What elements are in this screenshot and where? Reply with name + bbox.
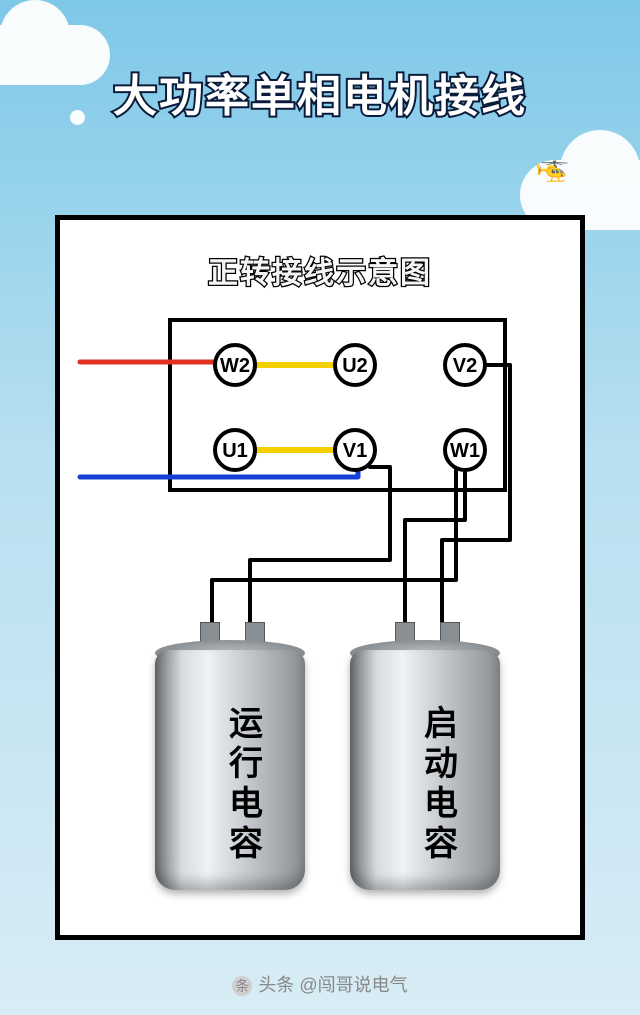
source-attribution: 条头条 @闯哥说电气 (0, 971, 640, 997)
diagram-panel: 正转接线示意图 W2U2V2U1V1W1 运行电容启动电容 (55, 215, 585, 940)
wire-V2-to-startcap-a (442, 365, 510, 632)
terminal-label-V2: V2 (453, 355, 477, 377)
terminal-label-U2: U2 (342, 355, 368, 377)
capacitor-start: 启动电容 (350, 650, 500, 890)
capacitor-run: 运行电容 (155, 650, 305, 890)
wire-neutral-in (80, 470, 358, 477)
terminal-label-W2: W2 (220, 355, 250, 377)
terminal-label-U1: U1 (222, 440, 248, 462)
source-icon: 条 (232, 976, 252, 996)
helicopter-icon: 🚁 (535, 150, 570, 183)
terminal-label-V1: V1 (343, 440, 367, 462)
terminal-label-W1: W1 (450, 440, 480, 462)
wiring-diagram: W2 U2 V2 U1 V1 W1 (60, 220, 580, 935)
capacitor-label: 启动电容 (388, 705, 463, 865)
capacitor-body: 运行电容 (155, 650, 305, 890)
capacitor-label: 运行电容 (193, 705, 268, 865)
capacitor-body: 启动电容 (350, 650, 500, 890)
page-title: 大功率单相电机接线 (0, 60, 640, 124)
